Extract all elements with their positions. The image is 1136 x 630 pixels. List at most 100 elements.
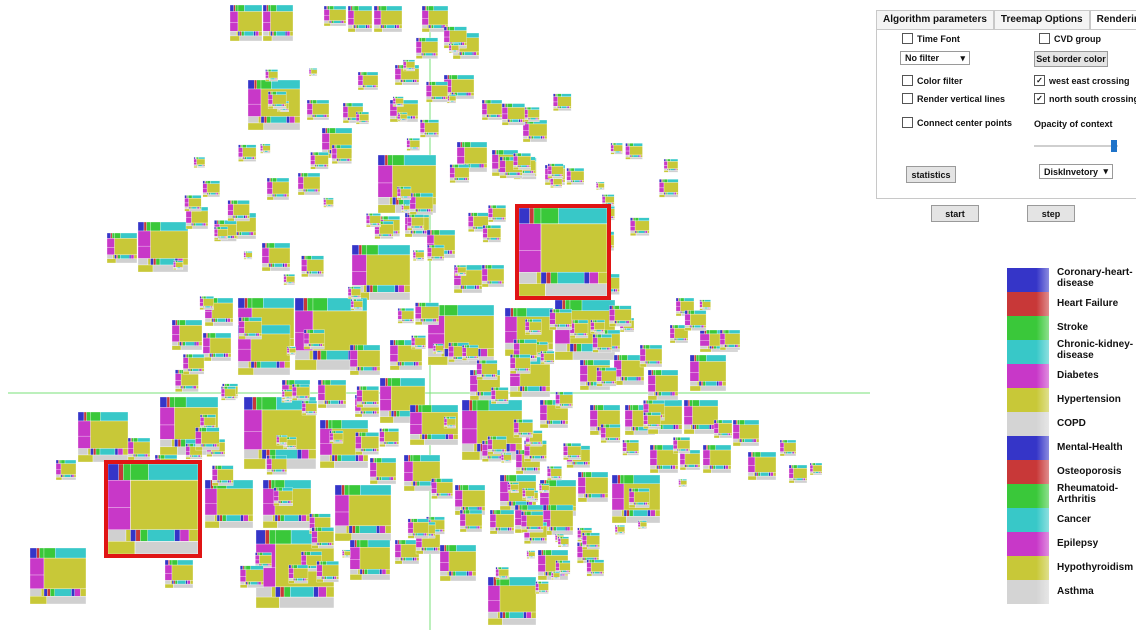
treemap-glyph[interactable]: [369, 457, 397, 485]
treemap-glyph[interactable]: [265, 69, 279, 82]
treemap-glyph[interactable]: [550, 176, 563, 188]
treemap-glyph[interactable]: [331, 144, 352, 164]
treemap-glyph[interactable]: [663, 158, 679, 173]
treemap-glyph[interactable]: [323, 5, 347, 27]
treemap-glyph[interactable]: [628, 488, 650, 508]
treemap-glyph[interactable]: [427, 244, 445, 261]
treemap-glyph[interactable]: [732, 419, 760, 447]
treemap-glyph[interactable]: [184, 195, 202, 212]
treemap-glyph[interactable]: [547, 163, 564, 179]
treemap-glyph[interactable]: [379, 428, 399, 447]
treemap-glyph[interactable]: [407, 214, 425, 231]
treemap-glyph[interactable]: [349, 344, 381, 376]
treemap-glyph[interactable]: [229, 4, 263, 42]
treemap-glyph[interactable]: [482, 225, 502, 243]
treemap-glyph[interactable]: [202, 332, 232, 362]
treemap-glyph[interactable]: [525, 319, 542, 335]
treemap-glyph[interactable]: [596, 181, 605, 190]
treemap-glyph[interactable]: [239, 565, 264, 588]
treemap-glyph[interactable]: [719, 329, 741, 351]
treemap-glyph[interactable]: [55, 459, 77, 481]
treemap-glyph[interactable]: [592, 334, 612, 353]
treemap-glyph[interactable]: [459, 509, 483, 533]
treemap-glyph[interactable]: [394, 539, 420, 565]
treemap-glyph[interactable]: [401, 204, 410, 213]
treemap-glyph[interactable]: [476, 360, 498, 380]
treemap-glyph[interactable]: [355, 111, 369, 125]
treemap-glyph[interactable]: [491, 387, 509, 404]
treemap-glyph[interactable]: [443, 416, 457, 429]
treemap-glyph[interactable]: [549, 308, 572, 331]
treemap-glyph[interactable]: [397, 308, 414, 324]
treemap-glyphs[interactable]: [29, 4, 823, 626]
treemap-glyph[interactable]: [610, 142, 623, 155]
treemap-glyph[interactable]: [317, 379, 347, 409]
treemap-glyph[interactable]: [622, 439, 639, 456]
treemap-glyph[interactable]: [639, 344, 663, 368]
treemap-glyph[interactable]: [202, 180, 220, 198]
treemap-glyph[interactable]: [596, 367, 617, 387]
treemap-glyph[interactable]: [127, 437, 151, 461]
treemap-glyph[interactable]: [334, 484, 392, 542]
treemap-glyph[interactable]: [77, 411, 129, 463]
treemap-glyph[interactable]: [513, 153, 531, 170]
treemap-glyph[interactable]: [406, 138, 420, 151]
treemap-glyph[interactable]: [569, 319, 589, 339]
treemap-glyph[interactable]: [462, 344, 479, 361]
treemap-glyph[interactable]: [204, 479, 254, 529]
treemap-glyph[interactable]: [329, 430, 344, 444]
treemap-glyph[interactable]: [446, 94, 457, 104]
treemap-glyph[interactable]: [415, 302, 439, 325]
treemap-glyph[interactable]: [347, 5, 373, 33]
treemap-glyph[interactable]: [349, 539, 391, 581]
treemap-glyph[interactable]: [507, 482, 519, 493]
treemap-glyph[interactable]: [407, 518, 429, 539]
treemap-glyph[interactable]: [267, 91, 287, 109]
treemap-glyph[interactable]: [243, 251, 253, 260]
treemap-glyph[interactable]: [747, 451, 777, 481]
treemap-glyph[interactable]: [563, 443, 582, 461]
treemap-glyph[interactable]: [439, 544, 477, 582]
treemap-glyph[interactable]: [521, 511, 544, 533]
treemap-glyph[interactable]: [713, 419, 733, 439]
treemap-glyph[interactable]: [357, 71, 379, 91]
treemap-glyph[interactable]: [164, 559, 194, 589]
treemap-glyph[interactable]: [238, 144, 257, 162]
treemap-glyph[interactable]: [611, 474, 661, 524]
treemap-glyph[interactable]: [448, 43, 459, 54]
treemap-glyph[interactable]: [379, 377, 426, 424]
treemap-glyph[interactable]: [266, 455, 287, 475]
treemap-glyph[interactable]: [173, 260, 184, 270]
treemap-glyph[interactable]: [200, 414, 216, 430]
treemap-glyph[interactable]: [193, 156, 206, 168]
treemap-glyph[interactable]: [614, 525, 625, 535]
treemap-glyph[interactable]: [684, 310, 707, 331]
treemap-canvas[interactable]: [0, 0, 870, 630]
treemap-glyph[interactable]: [689, 354, 727, 392]
treemap-glyph[interactable]: [297, 172, 321, 196]
treemap-glyph[interactable]: [182, 354, 205, 375]
treemap-glyph[interactable]: [683, 399, 719, 435]
treemap-glyph[interactable]: [487, 576, 537, 626]
treemap-glyph[interactable]: [311, 527, 334, 549]
treemap-glyph[interactable]: [456, 141, 488, 173]
treemap-glyph[interactable]: [397, 112, 408, 122]
treemap-glyph[interactable]: [637, 520, 647, 530]
treemap-glyph[interactable]: [355, 432, 379, 455]
treemap-glyph[interactable]: [566, 167, 585, 185]
treemap-glyph[interactable]: [449, 164, 470, 183]
treemap-glyph[interactable]: [501, 103, 525, 126]
treemap-glyph[interactable]: [702, 444, 732, 474]
treemap-glyph[interactable]: [301, 255, 324, 278]
treemap-glyph[interactable]: [276, 435, 288, 446]
treemap-glyph[interactable]: [409, 192, 434, 216]
treemap-glyph[interactable]: [204, 297, 234, 327]
treemap-glyph[interactable]: [590, 319, 605, 334]
treemap-glyph[interactable]: [411, 335, 426, 350]
treemap-glyph[interactable]: [669, 324, 689, 344]
treemap-glyph[interactable]: [522, 488, 535, 500]
treemap-glyph[interactable]: [373, 5, 403, 33]
treemap-glyph[interactable]: [489, 509, 515, 535]
treemap-glyph[interactable]: [412, 250, 425, 261]
treemap-glyph[interactable]: [699, 299, 711, 311]
